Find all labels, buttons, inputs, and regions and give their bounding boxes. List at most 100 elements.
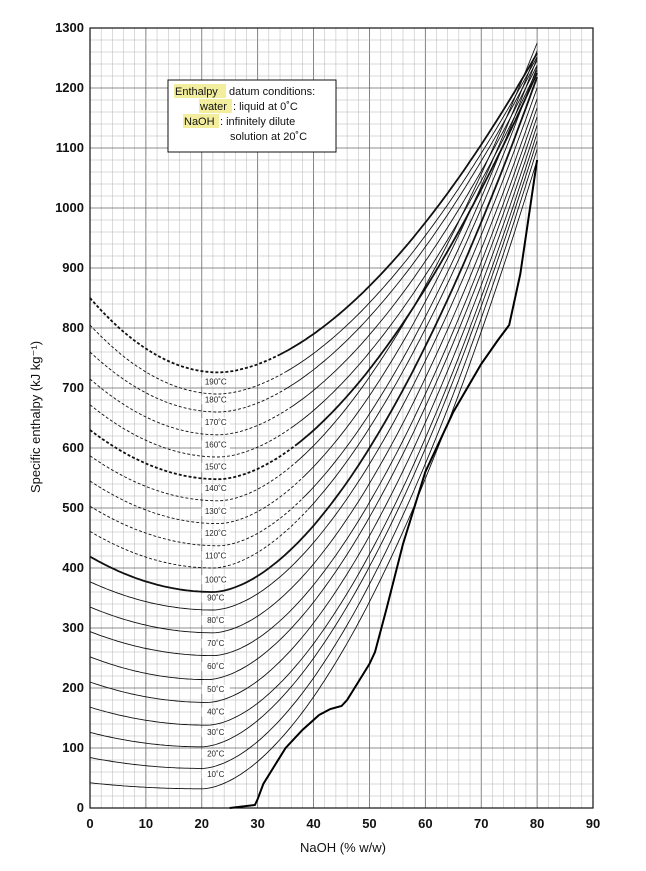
isotherm-label-bg xyxy=(201,551,230,561)
isotherm-curve-dashed xyxy=(89,429,298,481)
isotherm-label: 20˚C xyxy=(207,749,225,758)
isotherm-label-bg xyxy=(201,684,230,694)
isotherm-curve-dashed xyxy=(89,477,303,525)
isotherm-label-bg xyxy=(201,395,230,405)
x-tick-label: 70 xyxy=(474,816,488,831)
isotherm-curve xyxy=(296,72,538,446)
isotherm-label: 150˚C xyxy=(205,463,227,472)
x-tick-label: 0 xyxy=(86,816,93,831)
y-tick-label: 500 xyxy=(62,500,84,515)
highlight-water xyxy=(199,99,232,113)
axis-ticks: 0 10 20 30 40 50 60 70 80 90010020030040050060070… xyxy=(55,20,600,831)
isotherm-curve-dashed xyxy=(89,455,298,502)
isotherm-label: 90˚C xyxy=(207,593,225,602)
isotherm-curve-dashed xyxy=(89,404,292,458)
isotherm-label-bg xyxy=(201,662,230,672)
isotherm-curve xyxy=(290,69,538,429)
isotherm-curve-dashed xyxy=(89,297,281,374)
isotherm-label: 180˚C xyxy=(205,395,227,404)
isotherm-label: 10˚C xyxy=(207,770,225,779)
isotherm-label-bg xyxy=(201,749,230,759)
x-tick-label: 90 xyxy=(586,816,600,831)
isotherm-curve xyxy=(279,52,538,356)
isotherm-label-bg xyxy=(201,769,230,779)
x-tick-label: 20 xyxy=(195,816,209,831)
isotherm-curve xyxy=(89,159,538,790)
x-axis-title: NaOH (% w/w) xyxy=(300,840,386,855)
y-tick-label: 1100 xyxy=(56,140,84,155)
isotherm-curve-dashed xyxy=(89,324,286,395)
isotherm-curve xyxy=(89,87,538,611)
x-tick-label: 30 xyxy=(250,816,264,831)
isotherm-curve-dashed xyxy=(89,351,286,413)
y-tick-label: 200 xyxy=(62,680,84,695)
isotherm-curve xyxy=(89,149,538,769)
isotherm-label: 60˚C xyxy=(207,662,225,671)
isotherm-labels: 10˚C 20˚C 30˚C 40˚C 50˚C 60˚C 70˚C 80˚C 90˚C 100˚… xyxy=(201,377,230,779)
y-tick-label: 300 xyxy=(62,620,84,635)
isotherm-label-bg xyxy=(201,707,230,717)
isotherm-label: 130˚C xyxy=(205,507,227,516)
y-tick-label: 0 xyxy=(77,800,84,815)
y-tick-label: 1000 xyxy=(55,200,84,215)
y-tick-label: 1300 xyxy=(55,20,84,35)
x-tick-label: 10 xyxy=(139,816,153,831)
isotherm-label: 120˚C xyxy=(205,529,227,538)
x-tick-label: 40 xyxy=(306,816,320,831)
isotherm-label-bg xyxy=(201,462,230,472)
isotherm-label: 160˚C xyxy=(205,440,227,449)
isotherm-curve xyxy=(89,76,538,593)
isotherm-curve xyxy=(89,140,538,748)
isotherm-label-bg xyxy=(201,377,230,387)
isotherm-label-bg xyxy=(201,727,230,737)
datum-text-line3: : infinitely dilute xyxy=(220,116,295,128)
isotherm-label-bg xyxy=(201,529,230,539)
isotherm-curve xyxy=(89,132,538,726)
datum-text-line4: solution at 20˚C xyxy=(230,131,307,143)
y-tick-label: 800 xyxy=(62,320,84,335)
isotherm-curve xyxy=(302,50,538,479)
isotherm-label: 100˚C xyxy=(205,575,227,584)
y-tick-label: 700 xyxy=(62,380,84,395)
grid xyxy=(89,27,594,809)
isotherm-label: 190˚C xyxy=(205,377,227,386)
datum-key-water: water xyxy=(199,101,227,113)
isotherm-label: 40˚C xyxy=(207,708,225,717)
datum-text-line2: : liquid at 0˚C xyxy=(233,101,298,113)
datum-key-enthalpy: Enthalpy xyxy=(175,86,218,98)
y-tick-label: 900 xyxy=(62,260,84,275)
isotherm-label: 140˚C xyxy=(205,484,227,493)
isotherm-label-bg xyxy=(201,616,230,626)
isotherm-curve xyxy=(285,56,538,373)
isotherm-label: 30˚C xyxy=(207,728,225,737)
datum-key-naoh: NaOH xyxy=(184,116,215,128)
isotherm-curve-dashed xyxy=(89,498,303,547)
isotherm-label-bg xyxy=(201,638,230,648)
saturation-boundary xyxy=(229,159,539,809)
plot-frame xyxy=(89,27,594,809)
y-tick-label: 100 xyxy=(62,740,84,755)
highlight-enthalpy xyxy=(174,84,226,98)
x-tick-label: 80 xyxy=(530,816,544,831)
isotherm-curve xyxy=(285,60,538,390)
isotherm-curves xyxy=(89,42,538,790)
highlight-naoh xyxy=(183,114,219,128)
isotherm-curve xyxy=(89,125,538,703)
datum-conditions-box: Enthalpy datum conditions: water : liqui… xyxy=(167,79,337,153)
isotherm-label: 70˚C xyxy=(207,639,225,648)
datum-text-line1: datum conditions: xyxy=(229,86,315,98)
y-tick-label: 400 xyxy=(62,560,84,575)
isotherm-label: 170˚C xyxy=(205,418,227,427)
y-tick-label: 1200 xyxy=(55,80,84,95)
isotherm-label-bg xyxy=(201,593,230,603)
x-tick-label: 50 xyxy=(362,816,376,831)
isotherm-label-bg xyxy=(201,506,230,516)
isotherm-label-bg xyxy=(201,484,230,494)
isotherm-curve xyxy=(307,66,538,510)
isotherm-label: 50˚C xyxy=(207,685,225,694)
isotherm-curve xyxy=(89,107,538,657)
x-tick-label: 60 xyxy=(418,816,432,831)
isotherm-label-bg xyxy=(201,418,230,428)
isotherm-label-bg xyxy=(201,575,230,585)
